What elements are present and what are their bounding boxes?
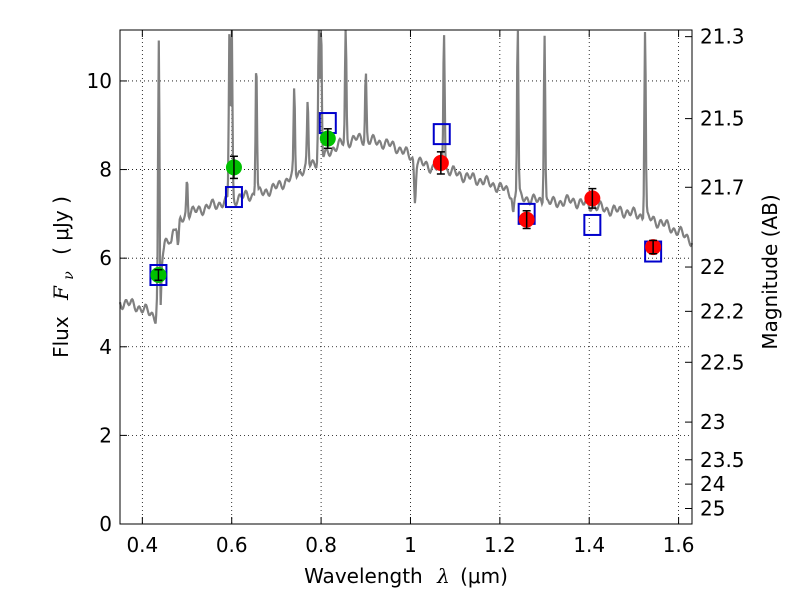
y-tick-label: 0 xyxy=(99,512,112,536)
x-axis-title: Wavelength λ (μm) xyxy=(304,564,508,588)
model-flux-square xyxy=(583,213,602,236)
y2-tick-label: 21.3 xyxy=(700,25,745,49)
x-tick-label: 1 xyxy=(404,533,417,557)
spectrum-path xyxy=(118,29,694,325)
y-axis-title: Flux F ν ( μJy ) xyxy=(49,196,78,358)
model-flux-square xyxy=(224,186,243,209)
y2-tick-label: 21.7 xyxy=(700,175,745,199)
secondary-y-axis-title: Magnitude (AB) xyxy=(758,194,782,349)
x-tick-label: 1.4 xyxy=(573,533,605,557)
y2-tick-label: 23 xyxy=(700,410,725,434)
y2-tick-label: 23.5 xyxy=(700,448,745,472)
x-tick-label: 1.2 xyxy=(484,533,516,557)
x-tick-label: 0.8 xyxy=(305,533,337,557)
y-tick-label: 10 xyxy=(87,69,112,93)
y2-tick-label: 21.5 xyxy=(700,107,745,131)
x-tick-label: 0.6 xyxy=(216,533,248,557)
x-axis-ticks: 0.4 0.6 0.8 1 1.2 1.4 1.6 xyxy=(126,30,695,557)
y2-tick-label: 22.5 xyxy=(700,350,745,374)
model-spectrum-line xyxy=(118,29,694,325)
y-tick-label: 8 xyxy=(99,158,112,182)
plot-frame xyxy=(119,29,693,525)
model-flux-square xyxy=(432,123,451,146)
y-tick-label: 2 xyxy=(99,423,112,447)
y2-tick-label: 22.2 xyxy=(700,299,745,323)
x-tick-label: 1.6 xyxy=(663,533,695,557)
y2-tick-label: 22 xyxy=(700,255,725,279)
y2-tick-label: 25 xyxy=(700,496,725,520)
x-tick-label: 0.4 xyxy=(126,533,158,557)
y2-tick-label: 24 xyxy=(700,472,725,496)
y-tick-label: 4 xyxy=(99,335,112,359)
photometry-markers xyxy=(149,112,663,287)
y-tick-label: 6 xyxy=(99,246,112,270)
y-axis-ticks: 0 2 4 6 8 10 xyxy=(87,69,127,536)
